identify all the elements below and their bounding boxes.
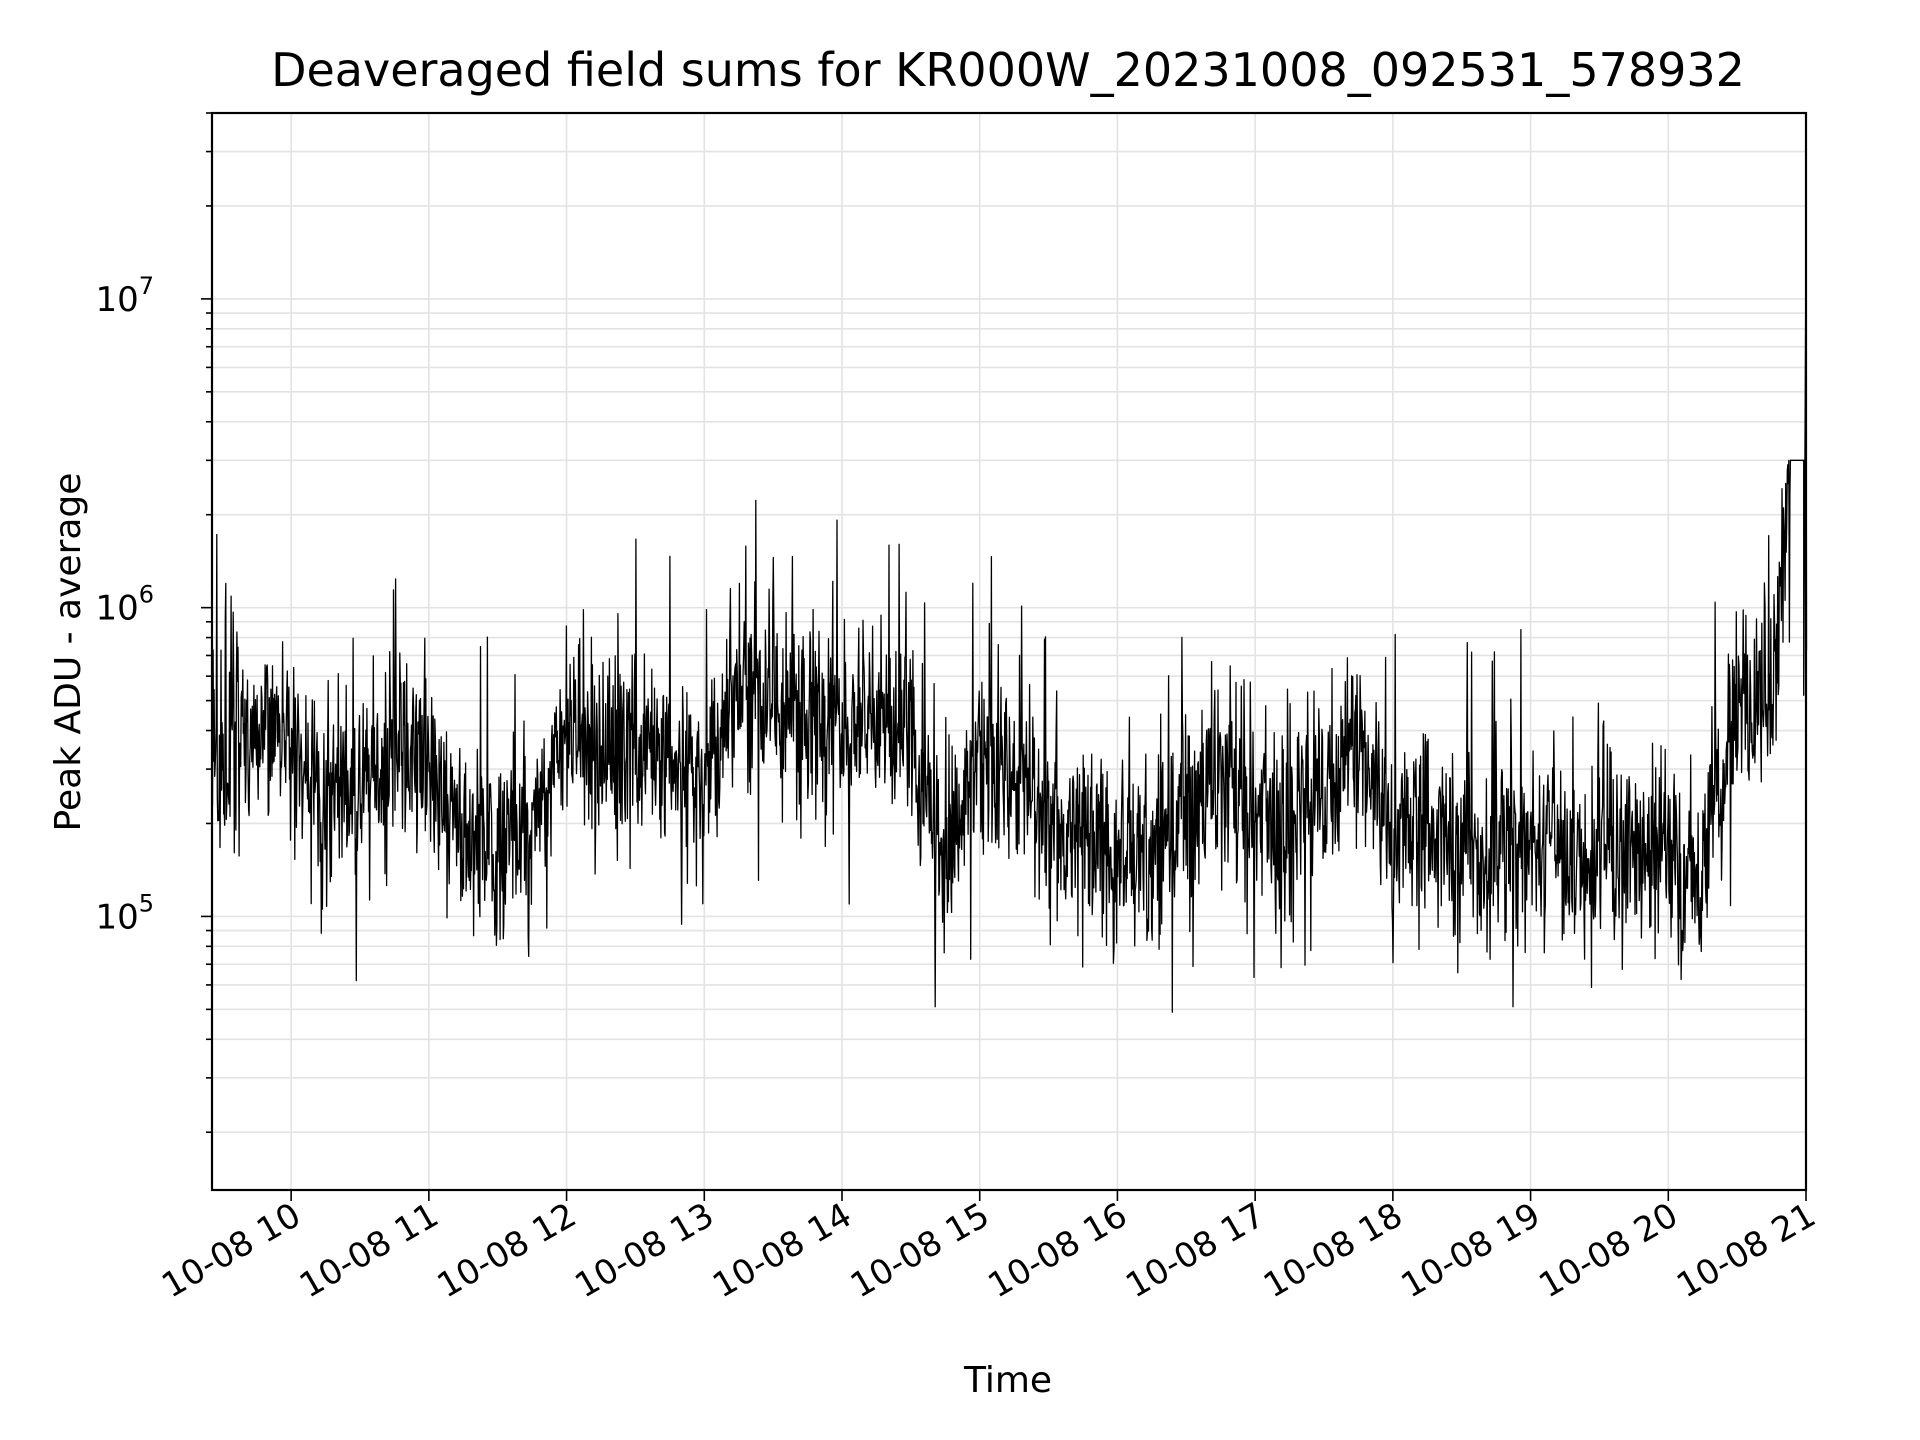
y-tick-label: 106	[95, 581, 154, 629]
plot-frame	[210, 111, 1808, 1192]
x-axis-label: Time	[963, 1360, 1052, 1401]
y-tick-label: 105	[95, 889, 154, 937]
y-axis-ticks: 105 106 107	[95, 112, 212, 1134]
y-axis-label: Peak ADU - average	[48, 473, 89, 832]
series-line-peak-adu	[211, 243, 1808, 1013]
data-layer	[211, 243, 1808, 1013]
y-tick-label: 107	[95, 272, 154, 320]
chart-title: Deaveraged field sums for KR000W_2023100…	[271, 43, 1745, 97]
